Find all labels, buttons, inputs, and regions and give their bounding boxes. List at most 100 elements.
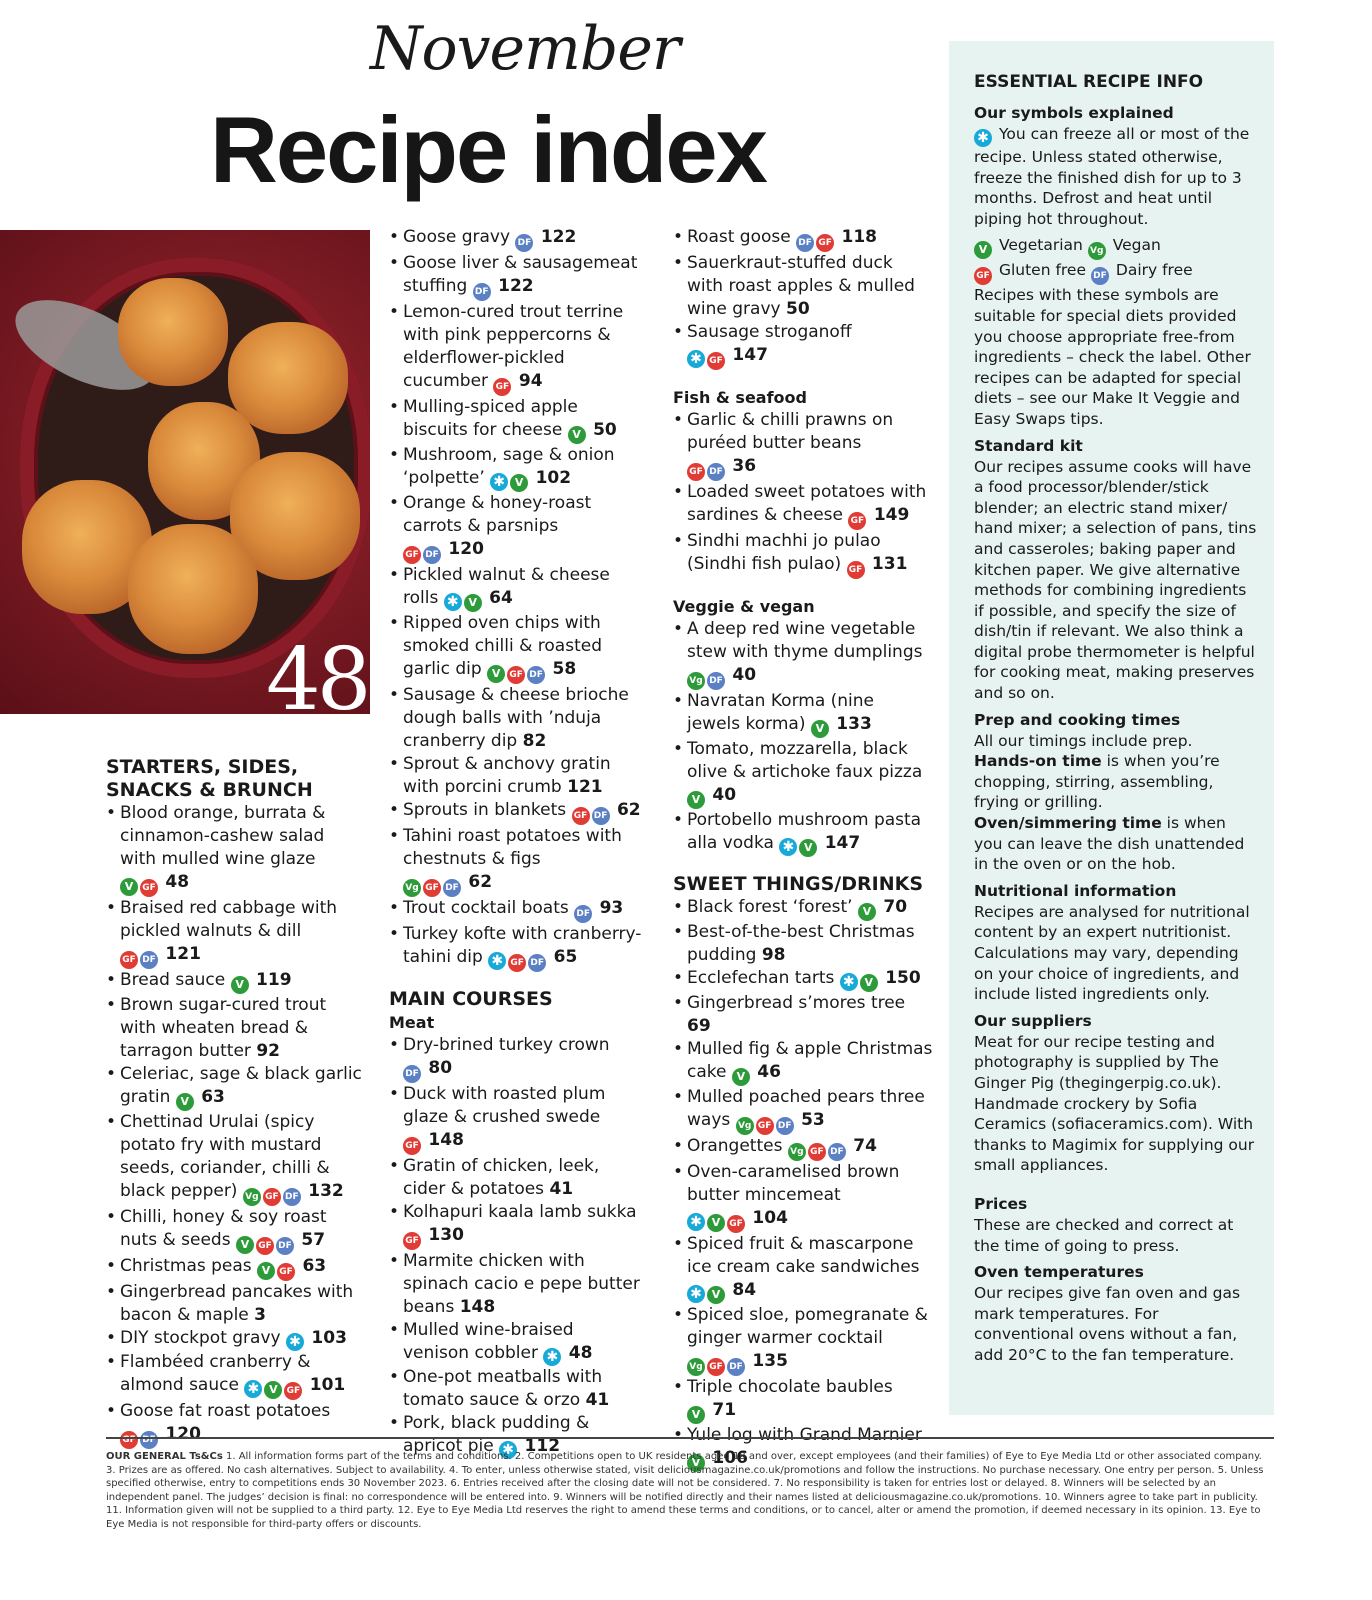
vegetarian-icon: V (810, 720, 829, 738)
vegetarian-icon: V (264, 1381, 283, 1399)
recipe-entry: Black forest ‘forest’ V 70 (673, 896, 933, 921)
recipe-entry: Goose liver & sausagemeat stuffing DF 122 (389, 252, 659, 301)
recipe-title-line: Mulling-spiced apple (403, 397, 578, 417)
page-number: 40 (712, 785, 737, 805)
recipe-entry: DIY stockpot gravy ✱ 103 (106, 1327, 366, 1351)
recipe-title-line: alla vodka (687, 833, 774, 853)
recipe-title-line: sardines & cheese (687, 505, 843, 525)
page-number: 41 (549, 1179, 574, 1199)
recipe-title-line: Roast goose (687, 227, 791, 247)
dairy-free-icon: DF (1090, 267, 1109, 286)
recipe-entry: Lemon-cured trout terrine with pink peppe… (389, 301, 659, 396)
recipe-entry: Marmite chicken with spinach cacio e pepe… (389, 1250, 659, 1319)
gluten-free-icon: GF (707, 352, 725, 370)
cobbler-scone (118, 278, 228, 386)
hero-page-number: 48 (266, 630, 370, 714)
vegetarian-icon: V (799, 839, 818, 857)
freeze-icon: ✱ (687, 1213, 705, 1231)
page-number: 120 (448, 539, 484, 559)
recipe-title-line: Goose fat roast potatoes (120, 1401, 331, 1421)
freeze-icon: ✱ (974, 129, 992, 147)
gluten-free-icon: GF (687, 463, 705, 481)
dairy-free-icon: DF (707, 672, 725, 690)
recipe-title-line: tahini dip (403, 947, 483, 967)
page-number: 103 (311, 1328, 347, 1348)
vegetarian-icon: V (120, 878, 138, 896)
recipe-title-line: smoked chilli & roasted (403, 636, 602, 656)
page-number: 131 (871, 554, 908, 574)
recipe-title-line: with mulled wine glaze (120, 849, 316, 869)
freeze-icon: ✱ (687, 1285, 705, 1303)
recipe-title-line: Duck with roasted plum (403, 1084, 606, 1104)
recipe-entry: Best-of-the-best Christmas pudding 98 (673, 921, 933, 967)
recipe-title-line: Brown sugar-cured trout (120, 995, 327, 1015)
page-number: 80 (428, 1058, 453, 1078)
vegetarian-icon: V (687, 791, 705, 809)
recipe-title-line: wine gravy (687, 299, 781, 319)
info-prices-text: These are checked and correct at the tim… (974, 1215, 1234, 1255)
recipe-title-line: rolls (403, 588, 439, 608)
info-freeze-text: ✱ You can freeze all or most of the reci… (974, 125, 1250, 228)
dairy-free-icon: DF (140, 1431, 158, 1449)
vegan-icon: Vg (403, 879, 421, 897)
recipe-title-line: Ecclefechan tarts (687, 968, 835, 988)
recipe-title-line: elderflower-pickled (403, 348, 565, 368)
gluten-free-icon: GF (403, 1137, 421, 1155)
recipe-title-line: garlic dip (403, 659, 482, 679)
recipe-title-line: with pink peppercorns & (403, 325, 611, 345)
recipe-entry: Loaded sweet potatoes with sardines & che… (673, 481, 933, 530)
gluten-free-icon: GF (140, 879, 158, 897)
gluten-free-icon: GF (755, 1117, 774, 1135)
recipe-title-line: tomato sauce & orzo (403, 1390, 581, 1410)
recipe-title-line: ‘polpette’ (403, 468, 485, 488)
page-number: 57 (301, 1230, 326, 1250)
recipe-title-line: Orangettes (687, 1136, 783, 1156)
recipe-entry: Sausage stroganoff ✱GF 147 (673, 321, 933, 370)
gluten-free-icon: GF (507, 666, 526, 684)
page-number: 147 (732, 345, 768, 365)
page-title: Recipe index (210, 97, 768, 202)
info-subheading: Nutritional information (974, 881, 1177, 900)
info-subheading: Oven temperatures (974, 1263, 1144, 1282)
recipe-title-line: Kolhapuri kaala lamb sukka (403, 1202, 637, 1222)
dairy-free-icon: DF (574, 905, 593, 923)
recipe-title-line: spinach cacio e pepe butter (403, 1274, 640, 1294)
recipe-title-line: gratin (120, 1087, 171, 1107)
page-number: 58 (552, 659, 577, 679)
recipe-entry: Pickled walnut & cheese rolls ✱V 64 (389, 564, 659, 612)
dairy-free-icon: DF (443, 879, 461, 897)
dairy-free-icon: DF (796, 234, 815, 252)
page-number: 132 (308, 1181, 344, 1201)
page-number: 65 (553, 947, 578, 967)
recipe-title-line: ways (687, 1110, 731, 1130)
recipe-list: Goose gravy DF 122Goose liver & sausagem… (389, 226, 659, 972)
page-number: 40 (732, 665, 757, 685)
recipe-title-line: Spiced fruit & mascarpone (687, 1234, 914, 1254)
vegetarian-icon: V (487, 665, 506, 683)
recipe-entry: Gingerbread s’mores tree 69 (673, 992, 933, 1038)
gluten-free-icon: GF (508, 954, 527, 972)
gluten-free-icon: GF (707, 1358, 725, 1376)
recipe-title-line: Dry-brined turkey crown (403, 1035, 610, 1055)
page-number: 69 (687, 1016, 711, 1036)
info-nutri-text: Recipes are analysed for nutritional con… (974, 902, 1250, 1004)
page-number: 50 (786, 299, 810, 319)
recipe-list: Dry-brined turkey crown DF 80 Duck with ro… (389, 1034, 659, 1459)
vegetarian-icon: V (463, 594, 482, 612)
recipe-title-line: beans (403, 1297, 455, 1317)
page-number: 149 (873, 505, 910, 525)
dairy-free-icon: DF (707, 463, 725, 481)
page-number: 148 (428, 1130, 464, 1150)
recipe-title-line: carrots & parsnips (403, 516, 559, 536)
vegetarian-icon: V (707, 1214, 725, 1232)
recipe-title-line: One-pot meatballs with (403, 1367, 603, 1387)
recipe-title-line: Gingerbread s’mores tree (687, 993, 906, 1013)
recipe-title-line: dough balls with ’nduja (403, 708, 602, 728)
freeze-icon: ✱ (286, 1333, 304, 1351)
info-subheading: Our symbols explained (974, 104, 1174, 122)
recipe-list: Garlic & chilli prawns on puréed butter b… (673, 409, 933, 579)
page-number: 48 (165, 872, 190, 892)
recipe-entry: Braised red cabbage with pickled walnuts … (106, 897, 366, 969)
